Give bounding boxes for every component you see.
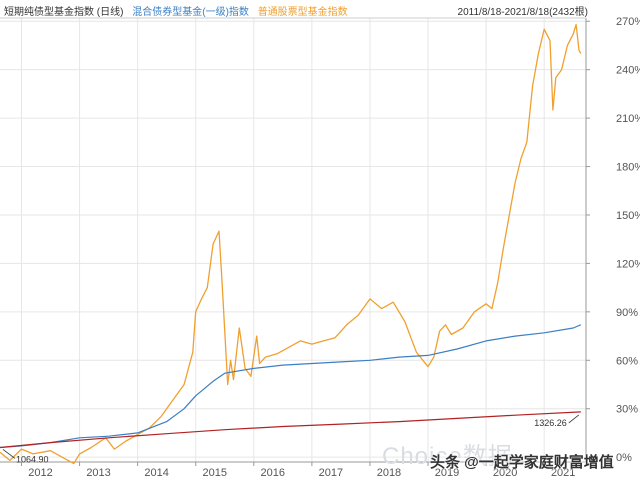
y-tick-label: 30% <box>616 404 638 416</box>
x-tick-label: 2018 <box>377 467 401 479</box>
y-tick-label: 180% <box>616 162 640 174</box>
tick-labels: 0% 30% 60% 90% 120% 150% 180% 210% 240% 270% 2012 2… <box>20 16 640 479</box>
legend-short-bond: 短期纯债型基金指数 (日线) <box>4 7 124 18</box>
y-tick-label: 210% <box>616 113 640 125</box>
annotations: 1064.90 1326.26 <box>2 414 580 464</box>
legend-mixed-bond: 混合债券型基金(一级)指数 <box>132 7 249 18</box>
start-value-label: 1064.90 <box>16 454 49 464</box>
axes <box>0 17 587 463</box>
legend: 短期纯债型基金指数 (日线) 混合债券型基金(一级)指数 普通股票型基金指数 <box>4 3 354 18</box>
x-tick-label: 2020 <box>493 467 517 479</box>
end-value-pointer <box>568 414 580 424</box>
watermark-source: 头条 @一起学家庭财富增值 <box>430 454 614 471</box>
date-range-label: 2011/8/18-2021/8/18(2432根) <box>457 7 588 18</box>
x-tick-label: 2017 <box>319 467 343 479</box>
x-tick-label: 2016 <box>261 467 285 479</box>
y-tick-label: 90% <box>616 307 638 319</box>
x-tick-label: 2015 <box>202 467 226 479</box>
x-tick-label: 2014 <box>144 467 168 479</box>
end-value-label: 1326.26 <box>534 418 567 428</box>
y-tick-label: 150% <box>616 210 640 222</box>
short-bond-series-line <box>0 411 581 449</box>
x-tick-label: 2013 <box>86 467 110 479</box>
x-tick-label: 2019 <box>435 467 459 479</box>
y-tick-label: 240% <box>616 65 640 77</box>
watermark-brand: Choice数据 <box>382 443 513 470</box>
y-tick-label: 270% <box>616 16 640 28</box>
start-value-pointer <box>2 449 16 459</box>
y-tick-label: 60% <box>616 355 638 367</box>
x-tick-label: 2021 <box>551 467 575 479</box>
equity-series-line <box>0 23 582 465</box>
gridlines <box>0 18 586 462</box>
series <box>0 23 582 465</box>
y-tick-label: 0% <box>616 452 632 464</box>
x-tick-label: 2012 <box>28 467 52 479</box>
legend-equity: 普通股票型基金指数 <box>257 7 348 18</box>
mixed-bond-series-line <box>0 324 582 449</box>
y-tick-label: 120% <box>616 258 640 270</box>
